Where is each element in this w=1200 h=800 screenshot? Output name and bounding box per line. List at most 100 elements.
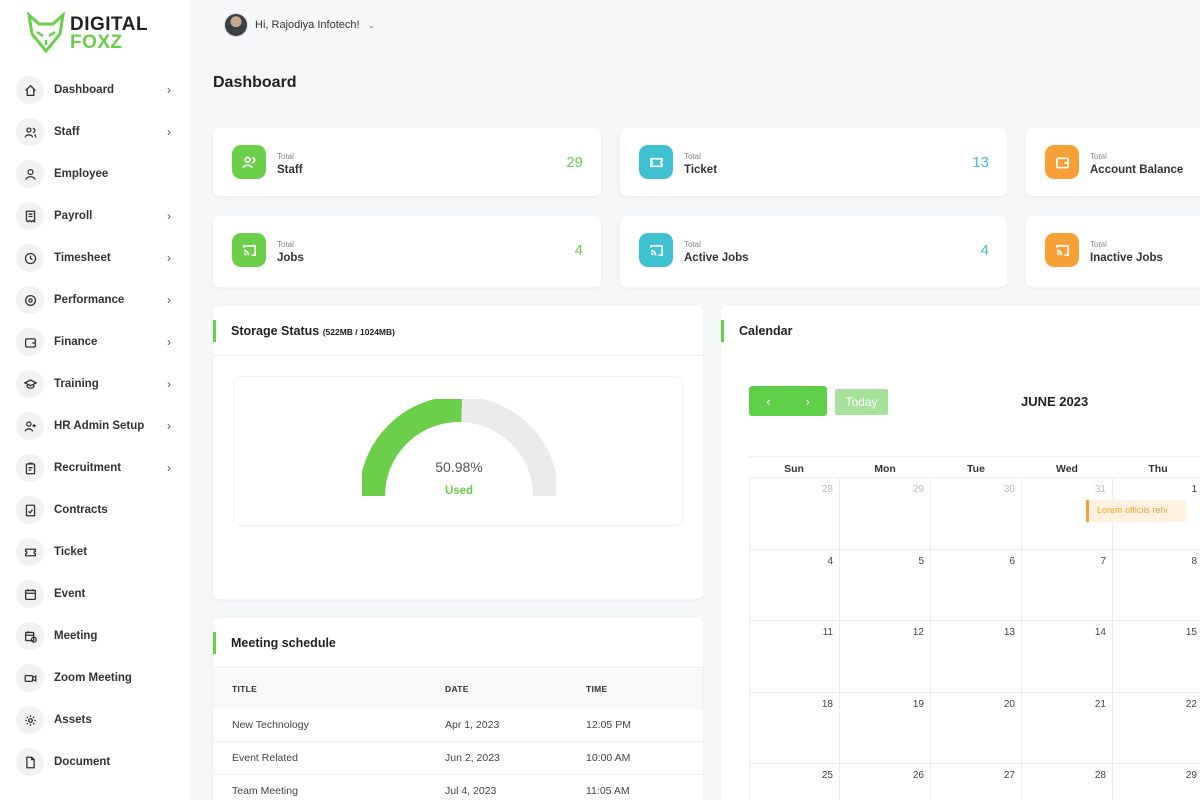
calendar-day-cell[interactable]: 12 [840,621,931,693]
calendar-day-cell[interactable]: 28 [1022,764,1113,800]
calendar-day-cell[interactable]: 4 [749,549,840,621]
meeting-table-header: TITLE DATE TIME [213,669,703,709]
gauge-fill [362,399,462,497]
sidebar-item-performance[interactable]: Performance › [16,282,176,318]
avatar [224,13,248,37]
sidebar-item-label: Event [54,588,86,600]
storage-gauge-box: 50.98% Used [233,376,683,526]
panel-accent [213,320,216,342]
stat-card-active-jobs[interactable]: Total Active Jobs 4 [620,216,1007,287]
brand-logo[interactable]: DIGITAL FOXZ [26,11,151,56]
stat-card-ticket[interactable]: Total Ticket 13 [620,128,1007,196]
calendar-day-number: 12 [912,627,924,638]
storage-percent: 50.98% [435,459,483,475]
meeting-date: Jul 4, 2023 [445,785,497,797]
day-name: Mon [874,463,896,475]
calendar-day-number: 29 [1185,770,1197,781]
calendar-day-cell[interactable]: 22 [1113,693,1200,764]
chevron-right-icon: › [167,125,171,139]
chevron-right-icon: › [167,461,171,475]
calendar-event[interactable]: Lorem officiis rehi [1086,500,1186,522]
sidebar-item-label: Employee [54,168,109,180]
calendar-day-cell[interactable]: 30 [931,478,1022,550]
stat-label: Ticket [684,164,718,176]
calendar-day-cell[interactable]: 25 [749,764,840,800]
calendar-day-cell[interactable]: 29 [1113,764,1200,800]
sidebar-item-employee[interactable]: Employee [16,156,176,192]
column-title: TITLE [232,684,258,694]
table-row[interactable]: Event Related Jun 2, 2023 10:00 AM [213,742,703,775]
calendar-day-cell[interactable]: 11 [749,621,840,693]
sidebar-item-payroll[interactable]: Payroll › [16,198,176,234]
sidebar-item-contracts[interactable]: Contracts [16,492,176,528]
panel-title: Calendar [739,324,793,338]
sidebar-item-hr-admin-setup[interactable]: HR Admin Setup › [16,408,176,444]
stat-card-inactive-jobs[interactable]: Total Inactive Jobs [1026,216,1200,287]
calendar-day-cell[interactable]: 15 [1113,621,1200,693]
calendar-day-cell[interactable]: 20 [931,692,1022,764]
calendar-day-cell[interactable]: 29 [840,478,931,550]
meeting-date: Jun 2, 2023 [445,752,500,764]
calendar-day-cell[interactable]: 19 [840,692,931,764]
sidebar-item-label: Staff [54,126,80,138]
sidebar-item-event[interactable]: Event [16,576,176,612]
calendar-day-number: 30 [1003,484,1015,495]
sidebar-item-finance[interactable]: Finance › [16,324,176,360]
panel-title: Meeting schedule [231,636,336,650]
prev-month-button[interactable]: ‹ [766,393,771,409]
calendar-day-cell[interactable]: 5 [840,549,931,621]
calendar-day-number: 14 [1094,627,1106,638]
chevron-right-icon: › [167,419,171,433]
storage-usage: (522MB / 1024MB) [322,327,395,337]
calendar-day-number: 21 [1094,698,1106,710]
calendar-day-cell[interactable]: 14 [1022,621,1113,693]
day-name: Thu [1148,463,1168,475]
panel-header: Meeting schedule [213,618,703,668]
meeting-date: Apr 1, 2023 [445,719,500,731]
user-greeting: Hi, Rajodiya Infotech! [255,19,360,31]
sidebar-item-zoom-meeting[interactable]: Zoom Meeting [16,660,176,696]
panel-header: Storage Status (522MB / 1024MB) [213,306,703,356]
sidebar-item-training[interactable]: Training › [16,366,176,402]
table-row[interactable]: Team Meeting Jul 4, 2023 11:05 AM [213,775,703,800]
clipboard-icon [16,454,44,482]
stat-caption: Total [1090,152,1107,161]
calendar-day-cell[interactable]: 18 [749,692,840,764]
sidebar-item-recruitment[interactable]: Recruitment › [16,450,176,486]
calendar-day-cell[interactable]: 27 [931,764,1022,800]
calendar-day-number: 4 [827,555,833,567]
calendar-day-cell[interactable]: 6 [931,549,1022,621]
wallet-icon [1045,145,1079,179]
gear-icon [16,706,44,734]
calendar-day-number: 6 [1009,555,1015,567]
panel-header: Calendar [721,306,1200,356]
stat-card-staff[interactable]: Total Staff 29 [213,128,601,196]
table-row[interactable]: New Technology Apr 1, 2023 12:05 PM [213,709,703,742]
sidebar-item-document[interactable]: Document [16,744,176,780]
ticket-icon [16,538,44,566]
sidebar-item-dashboard[interactable]: Dashboard › [16,72,176,108]
calendar-day-cell[interactable]: 26 [840,764,931,800]
sidebar-item-assets[interactable]: Assets [16,702,176,738]
user-menu[interactable]: Hi, Rajodiya Infotech! ⌄ [224,13,375,37]
calendar-day-cell[interactable]: 7 [1022,549,1113,621]
fox-logo-icon [26,11,66,54]
stat-card-account-balance[interactable]: Total Account Balance [1026,128,1200,196]
calendar-day-number: 20 [1003,698,1015,710]
stat-card-jobs[interactable]: Total Jobs 4 [213,216,601,287]
user-icon [16,160,44,188]
sidebar-item-ticket[interactable]: Ticket [16,534,176,570]
chevron-right-icon: › [167,377,171,391]
calendar-day-cell[interactable]: 8 [1113,550,1200,621]
calendar-day-cell[interactable]: 1 [1113,478,1200,550]
sidebar-item-timesheet[interactable]: Timesheet › [16,240,176,276]
calendar-day-cell[interactable]: 28 [749,478,840,550]
calendar-day-cell[interactable]: 13 [931,621,1022,693]
next-month-button[interactable]: › [805,393,810,409]
calendar-day-cell[interactable]: 21 [1022,692,1113,764]
chevron-right-icon: › [167,83,171,97]
sidebar-item-meeting[interactable]: Meeting [16,618,176,654]
sidebar-item-staff[interactable]: Staff › [16,114,176,150]
today-button[interactable]: Today [835,389,888,415]
chevron-down-icon: ⌄ [367,19,376,30]
